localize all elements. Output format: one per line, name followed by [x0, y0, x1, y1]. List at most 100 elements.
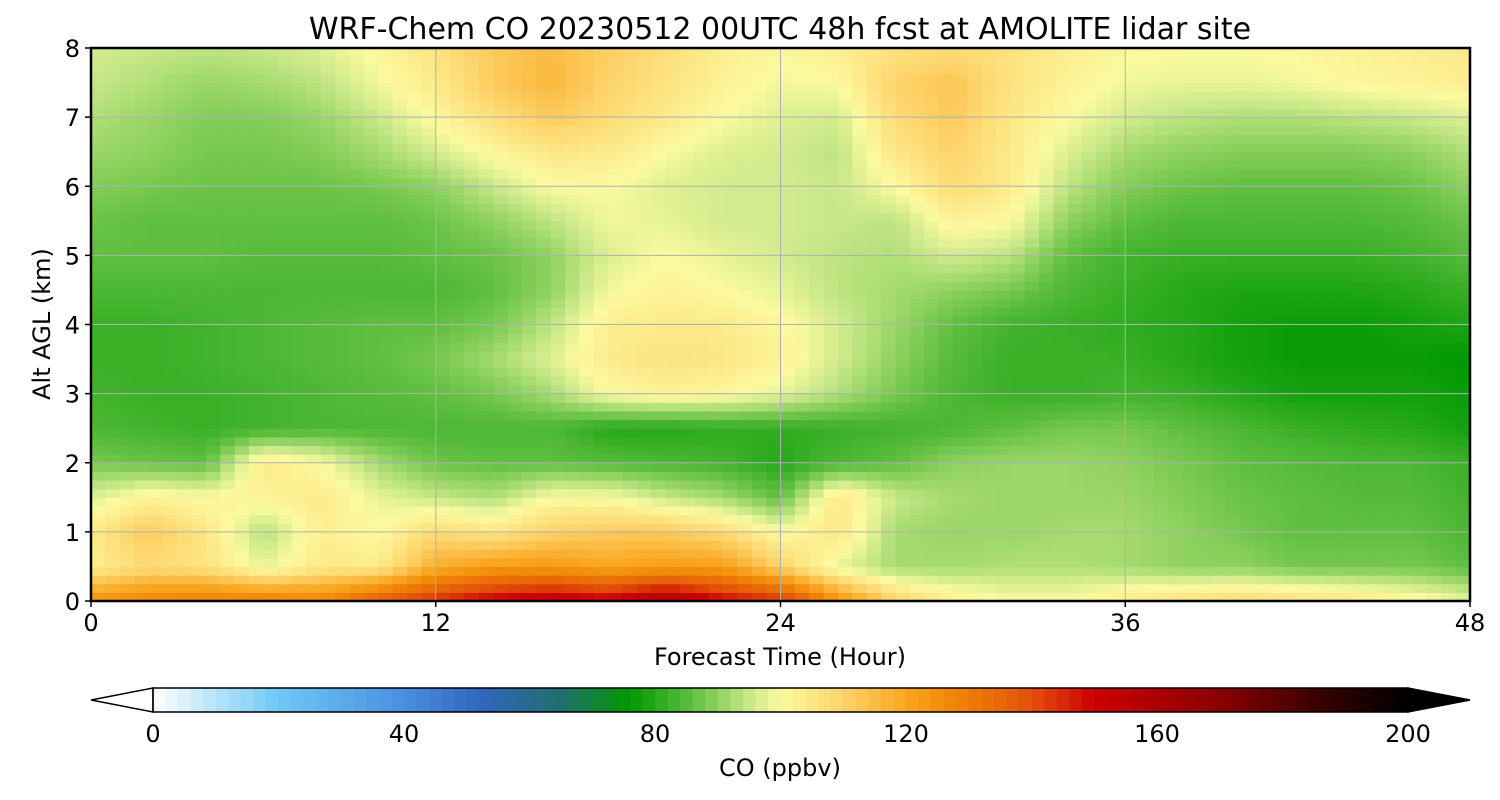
heatmap-cell — [1182, 523, 1198, 533]
heatmap-cell — [1355, 393, 1371, 403]
heatmap-cell — [1297, 575, 1313, 585]
heatmap-cell — [349, 462, 365, 472]
heatmap-cell — [1441, 402, 1457, 412]
heatmap-cell — [450, 428, 466, 438]
heatmap-cell — [665, 505, 681, 516]
heatmap-cell — [593, 264, 609, 274]
heatmap-cell — [1369, 298, 1385, 308]
heatmap-cell — [1125, 367, 1141, 377]
heatmap-cell — [1311, 419, 1327, 429]
heatmap-cell — [1455, 488, 1470, 498]
heatmap-cell — [1039, 575, 1055, 585]
heatmap-cell — [392, 376, 408, 386]
heatmap-cell — [794, 384, 810, 395]
heatmap-cell — [1010, 549, 1026, 559]
heatmap-cell — [881, 229, 897, 239]
heatmap-cell — [1067, 531, 1083, 542]
heatmap-cell — [1182, 359, 1198, 369]
heatmap-cell — [320, 488, 336, 498]
heatmap-cell — [521, 203, 537, 213]
heatmap-cell — [924, 151, 940, 161]
heatmap-cell — [478, 186, 494, 196]
heatmap-cell — [1441, 281, 1457, 291]
heatmap-cell — [263, 168, 279, 179]
heatmap-cell — [306, 428, 322, 438]
heatmap-cell — [579, 359, 595, 369]
heatmap-cell — [780, 168, 796, 179]
heatmap-cell — [1039, 376, 1055, 386]
heatmap-cell — [191, 488, 207, 498]
heatmap-cell — [1268, 488, 1284, 498]
heatmap-cell — [1426, 557, 1442, 568]
heatmap-cell — [105, 315, 121, 326]
heatmap-cell — [378, 246, 394, 256]
heatmap-cell — [1039, 436, 1055, 447]
heatmap-cell — [191, 592, 207, 601]
heatmap-cell — [694, 281, 710, 291]
heatmap-cell — [565, 264, 580, 274]
heatmap-cell — [1182, 238, 1198, 248]
heatmap-cell — [249, 384, 264, 395]
heatmap-cell — [134, 540, 150, 550]
heatmap-cell — [1412, 246, 1428, 256]
heatmap-cell — [1168, 168, 1184, 179]
heatmap-cell — [1311, 246, 1327, 256]
heatmap-cell — [277, 575, 293, 585]
heatmap-cell — [105, 367, 121, 377]
heatmap-cell — [909, 376, 925, 386]
heatmap-cell — [995, 531, 1011, 542]
heatmap-cell — [1039, 307, 1055, 317]
heatmap-cell — [1067, 583, 1083, 593]
heatmap-cell — [335, 445, 351, 455]
heatmap-cell — [751, 350, 767, 360]
heatmap-cell — [435, 523, 451, 533]
heatmap-cell — [536, 523, 552, 533]
heatmap-cell — [392, 462, 408, 472]
heatmap-cell — [1297, 531, 1313, 542]
heatmap-cell — [823, 255, 839, 265]
heatmap-cell — [134, 376, 150, 386]
heatmap-cell — [924, 505, 940, 516]
heatmap-cell — [521, 540, 537, 550]
heatmap-cell — [378, 220, 394, 231]
heatmap-cell — [1197, 419, 1213, 429]
heatmap-cell — [1240, 557, 1256, 568]
heatmap-cell — [895, 419, 911, 429]
heatmap-cell — [1369, 471, 1385, 481]
heatmap-cell — [737, 151, 753, 161]
heatmap-cell — [1398, 592, 1414, 601]
heatmap-cell — [148, 177, 164, 187]
heatmap-cell — [1240, 212, 1256, 222]
heatmap-cell — [1110, 575, 1126, 585]
heatmap-cell — [148, 445, 164, 455]
heatmap-cell — [1096, 531, 1112, 542]
heatmap-cell — [363, 298, 379, 308]
heatmap-cell — [1197, 436, 1213, 447]
heatmap-cell — [421, 384, 437, 395]
heatmap-cell — [665, 523, 681, 533]
heatmap-cell — [249, 246, 264, 256]
heatmap-cell — [1182, 367, 1198, 377]
heatmap-cell — [148, 419, 164, 429]
heatmap-cell — [91, 194, 106, 205]
heatmap-cell — [335, 186, 351, 196]
heatmap-cell — [392, 592, 408, 601]
heatmap-cell — [1211, 488, 1227, 498]
heatmap-cell — [1096, 566, 1112, 576]
heatmap-cell — [636, 229, 652, 239]
heatmap-cell — [1268, 281, 1284, 291]
heatmap-cell — [1067, 419, 1083, 429]
heatmap-cell — [952, 497, 968, 507]
heatmap-cell — [234, 238, 250, 248]
heatmap-cell — [1383, 168, 1399, 179]
heatmap-cell — [421, 350, 437, 360]
heatmap-cell — [320, 255, 336, 265]
heatmap-cell — [1311, 549, 1327, 559]
heatmap-cell — [1455, 367, 1470, 377]
heatmap-cell — [823, 445, 839, 455]
heatmap-cell — [708, 272, 724, 282]
heatmap-cell — [1441, 186, 1457, 196]
heatmap-cell — [134, 566, 150, 576]
heatmap-cell — [1168, 549, 1184, 559]
heatmap-cell — [1240, 264, 1256, 274]
